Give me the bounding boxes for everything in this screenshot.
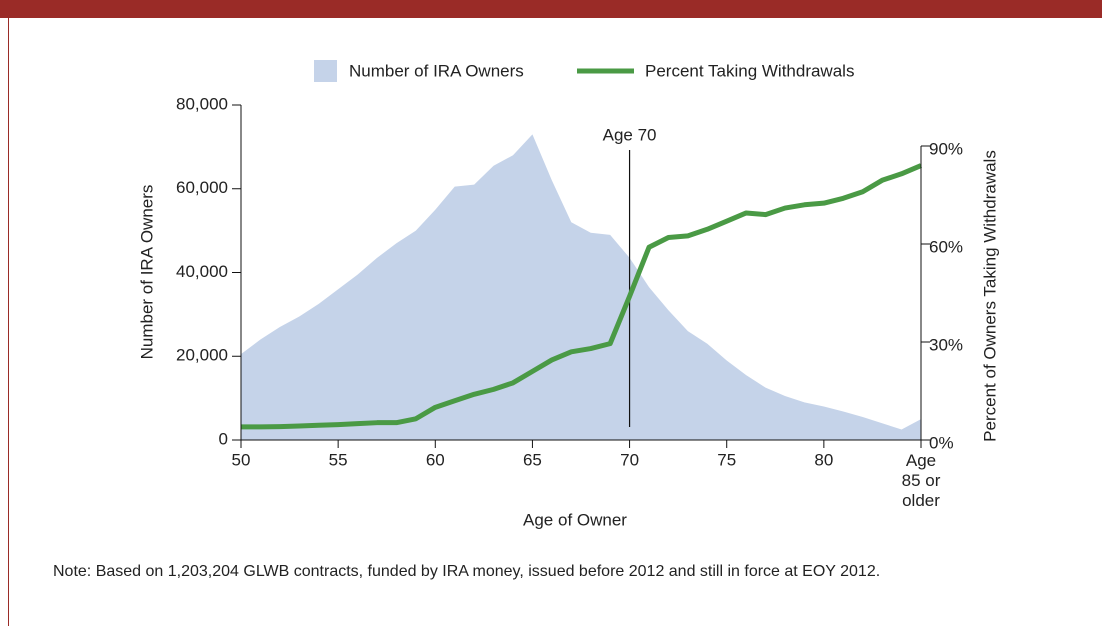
x-axis-label: Age of Owner bbox=[523, 510, 627, 529]
y2-tick-label: 30% bbox=[929, 335, 963, 354]
top-bar bbox=[0, 0, 1102, 18]
y-tick-label: 0 bbox=[219, 429, 228, 448]
x-tick-label: 70 bbox=[620, 450, 639, 469]
x-tick-label: 80 bbox=[814, 450, 833, 469]
x-tick-label: 55 bbox=[329, 450, 348, 469]
x-tick-label: 50 bbox=[232, 450, 251, 469]
border bbox=[8, 18, 9, 626]
y-tick-label: 80,000 bbox=[176, 94, 228, 113]
y2-tick-label: 60% bbox=[929, 237, 963, 256]
y2-tick-label: 0% bbox=[929, 433, 954, 452]
x-tick-label: 60 bbox=[426, 450, 445, 469]
area bbox=[241, 134, 921, 440]
note: Note: Based on 1,203,204 GLWB contracts,… bbox=[53, 563, 881, 580]
line bbox=[241, 163, 922, 430]
y-tick-label: 60,000 bbox=[176, 178, 228, 197]
y-axis-label: Number of IRA Owners bbox=[137, 185, 156, 360]
annotation: Age 70 bbox=[603, 125, 657, 144]
legend-swatch bbox=[314, 60, 337, 82]
y2-tick-label: 90% bbox=[929, 139, 963, 158]
legend-label: Percent Taking Withdrawals bbox=[645, 61, 854, 80]
y2-axis-label: Percent of Owners Taking Withdrawals bbox=[980, 150, 999, 442]
y-tick-label: 20,000 bbox=[176, 346, 228, 365]
x-tick-label: 75 bbox=[717, 450, 736, 469]
x-tick-label: 65 bbox=[523, 450, 542, 469]
x-tick-label: Age 85 or older bbox=[901, 451, 941, 510]
y-tick-label: 40,000 bbox=[176, 262, 228, 281]
legend-label: Number of IRA Owners bbox=[349, 61, 524, 80]
